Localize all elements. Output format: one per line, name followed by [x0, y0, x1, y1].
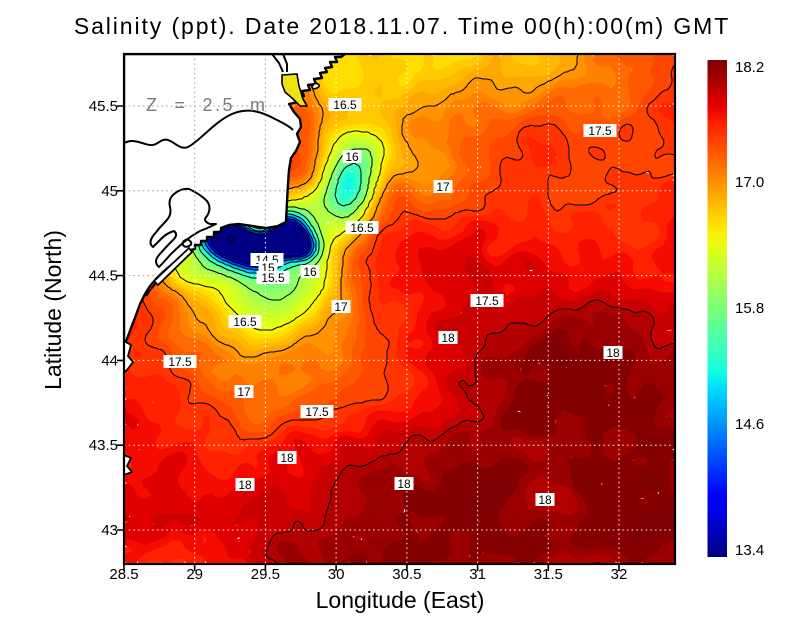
svg-text:17.5: 17.5: [588, 124, 612, 138]
svg-text:16.5: 16.5: [333, 98, 357, 112]
svg-text:Latitude (North): Latitude (North): [40, 230, 66, 390]
svg-text:17: 17: [436, 180, 450, 194]
svg-text:15.8: 15.8: [735, 300, 764, 317]
svg-text:17.5: 17.5: [168, 355, 192, 369]
svg-text:44.5: 44.5: [89, 268, 118, 285]
svg-text:28.5: 28.5: [109, 566, 138, 583]
svg-text:17: 17: [237, 385, 251, 399]
svg-text:Z = 2.5 m: Z = 2.5 m: [146, 95, 268, 115]
svg-text:18.2: 18.2: [735, 59, 764, 76]
svg-text:32: 32: [611, 566, 628, 583]
svg-text:17: 17: [334, 300, 348, 314]
svg-text:31: 31: [469, 566, 486, 583]
svg-text:16: 16: [303, 265, 317, 279]
svg-text:18: 18: [538, 493, 552, 507]
svg-text:17.5: 17.5: [475, 294, 499, 308]
svg-text:17.5: 17.5: [305, 405, 329, 419]
svg-text:16.5: 16.5: [350, 221, 374, 235]
svg-text:17.0: 17.0: [735, 174, 764, 191]
svg-text:30: 30: [328, 566, 345, 583]
svg-text:Longitude (East): Longitude (East): [316, 587, 485, 613]
svg-text:43: 43: [101, 522, 118, 539]
svg-text:18: 18: [397, 477, 411, 491]
svg-text:18: 18: [238, 478, 252, 492]
svg-text:45: 45: [101, 183, 118, 200]
svg-text:44: 44: [101, 352, 118, 369]
svg-text:29.5: 29.5: [251, 566, 280, 583]
svg-text:45.5: 45.5: [89, 98, 118, 115]
svg-text:16.5: 16.5: [233, 315, 257, 329]
svg-text:Salinity (ppt). Date 2018.11.0: Salinity (ppt). Date 2018.11.07. Time 00…: [74, 13, 730, 39]
svg-text:18: 18: [280, 451, 294, 465]
svg-text:18: 18: [441, 331, 455, 345]
svg-text:31.5: 31.5: [534, 566, 563, 583]
svg-text:13.4: 13.4: [735, 542, 764, 559]
svg-text:29: 29: [186, 566, 203, 583]
svg-text:43.5: 43.5: [89, 437, 118, 454]
svg-text:30.5: 30.5: [392, 566, 421, 583]
svg-text:14.6: 14.6: [735, 416, 764, 433]
svg-text:16: 16: [345, 150, 359, 164]
svg-text:15.5: 15.5: [261, 271, 285, 285]
svg-text:18: 18: [606, 346, 620, 360]
